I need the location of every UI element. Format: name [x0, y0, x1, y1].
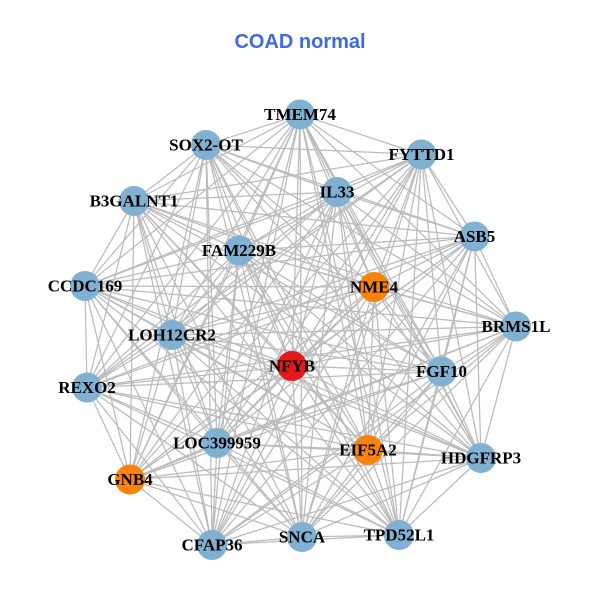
svg-text:SNCA: SNCA: [279, 528, 326, 547]
svg-text:SOX2-OT: SOX2-OT: [169, 136, 243, 155]
svg-text:GNB4: GNB4: [107, 470, 153, 489]
svg-text:CFAP36: CFAP36: [181, 536, 242, 555]
svg-text:HDGFRP3: HDGFRP3: [441, 449, 521, 468]
svg-text:REXO2: REXO2: [58, 378, 116, 397]
svg-text:ASB5: ASB5: [454, 227, 496, 246]
svg-text:LOC399959: LOC399959: [173, 434, 261, 453]
svg-text:EIF5A2: EIF5A2: [339, 441, 397, 460]
svg-text:COAD normal: COAD normal: [234, 31, 365, 53]
svg-text:BRMS1L: BRMS1L: [482, 317, 551, 336]
svg-text:NFYB: NFYB: [269, 357, 315, 376]
svg-text:TPD52L1: TPD52L1: [364, 526, 435, 545]
svg-text:TMEM74: TMEM74: [264, 105, 336, 124]
svg-text:NME4: NME4: [350, 278, 399, 297]
svg-text:LOH12CR2: LOH12CR2: [128, 326, 216, 345]
svg-text:B3GALNT1: B3GALNT1: [90, 192, 179, 211]
svg-text:CCDC169: CCDC169: [48, 277, 123, 296]
svg-text:FAM229B: FAM229B: [202, 241, 276, 260]
svg-text:FYTTD1: FYTTD1: [388, 145, 454, 164]
svg-text:IL33: IL33: [320, 183, 355, 202]
svg-text:FGF10: FGF10: [416, 362, 467, 381]
